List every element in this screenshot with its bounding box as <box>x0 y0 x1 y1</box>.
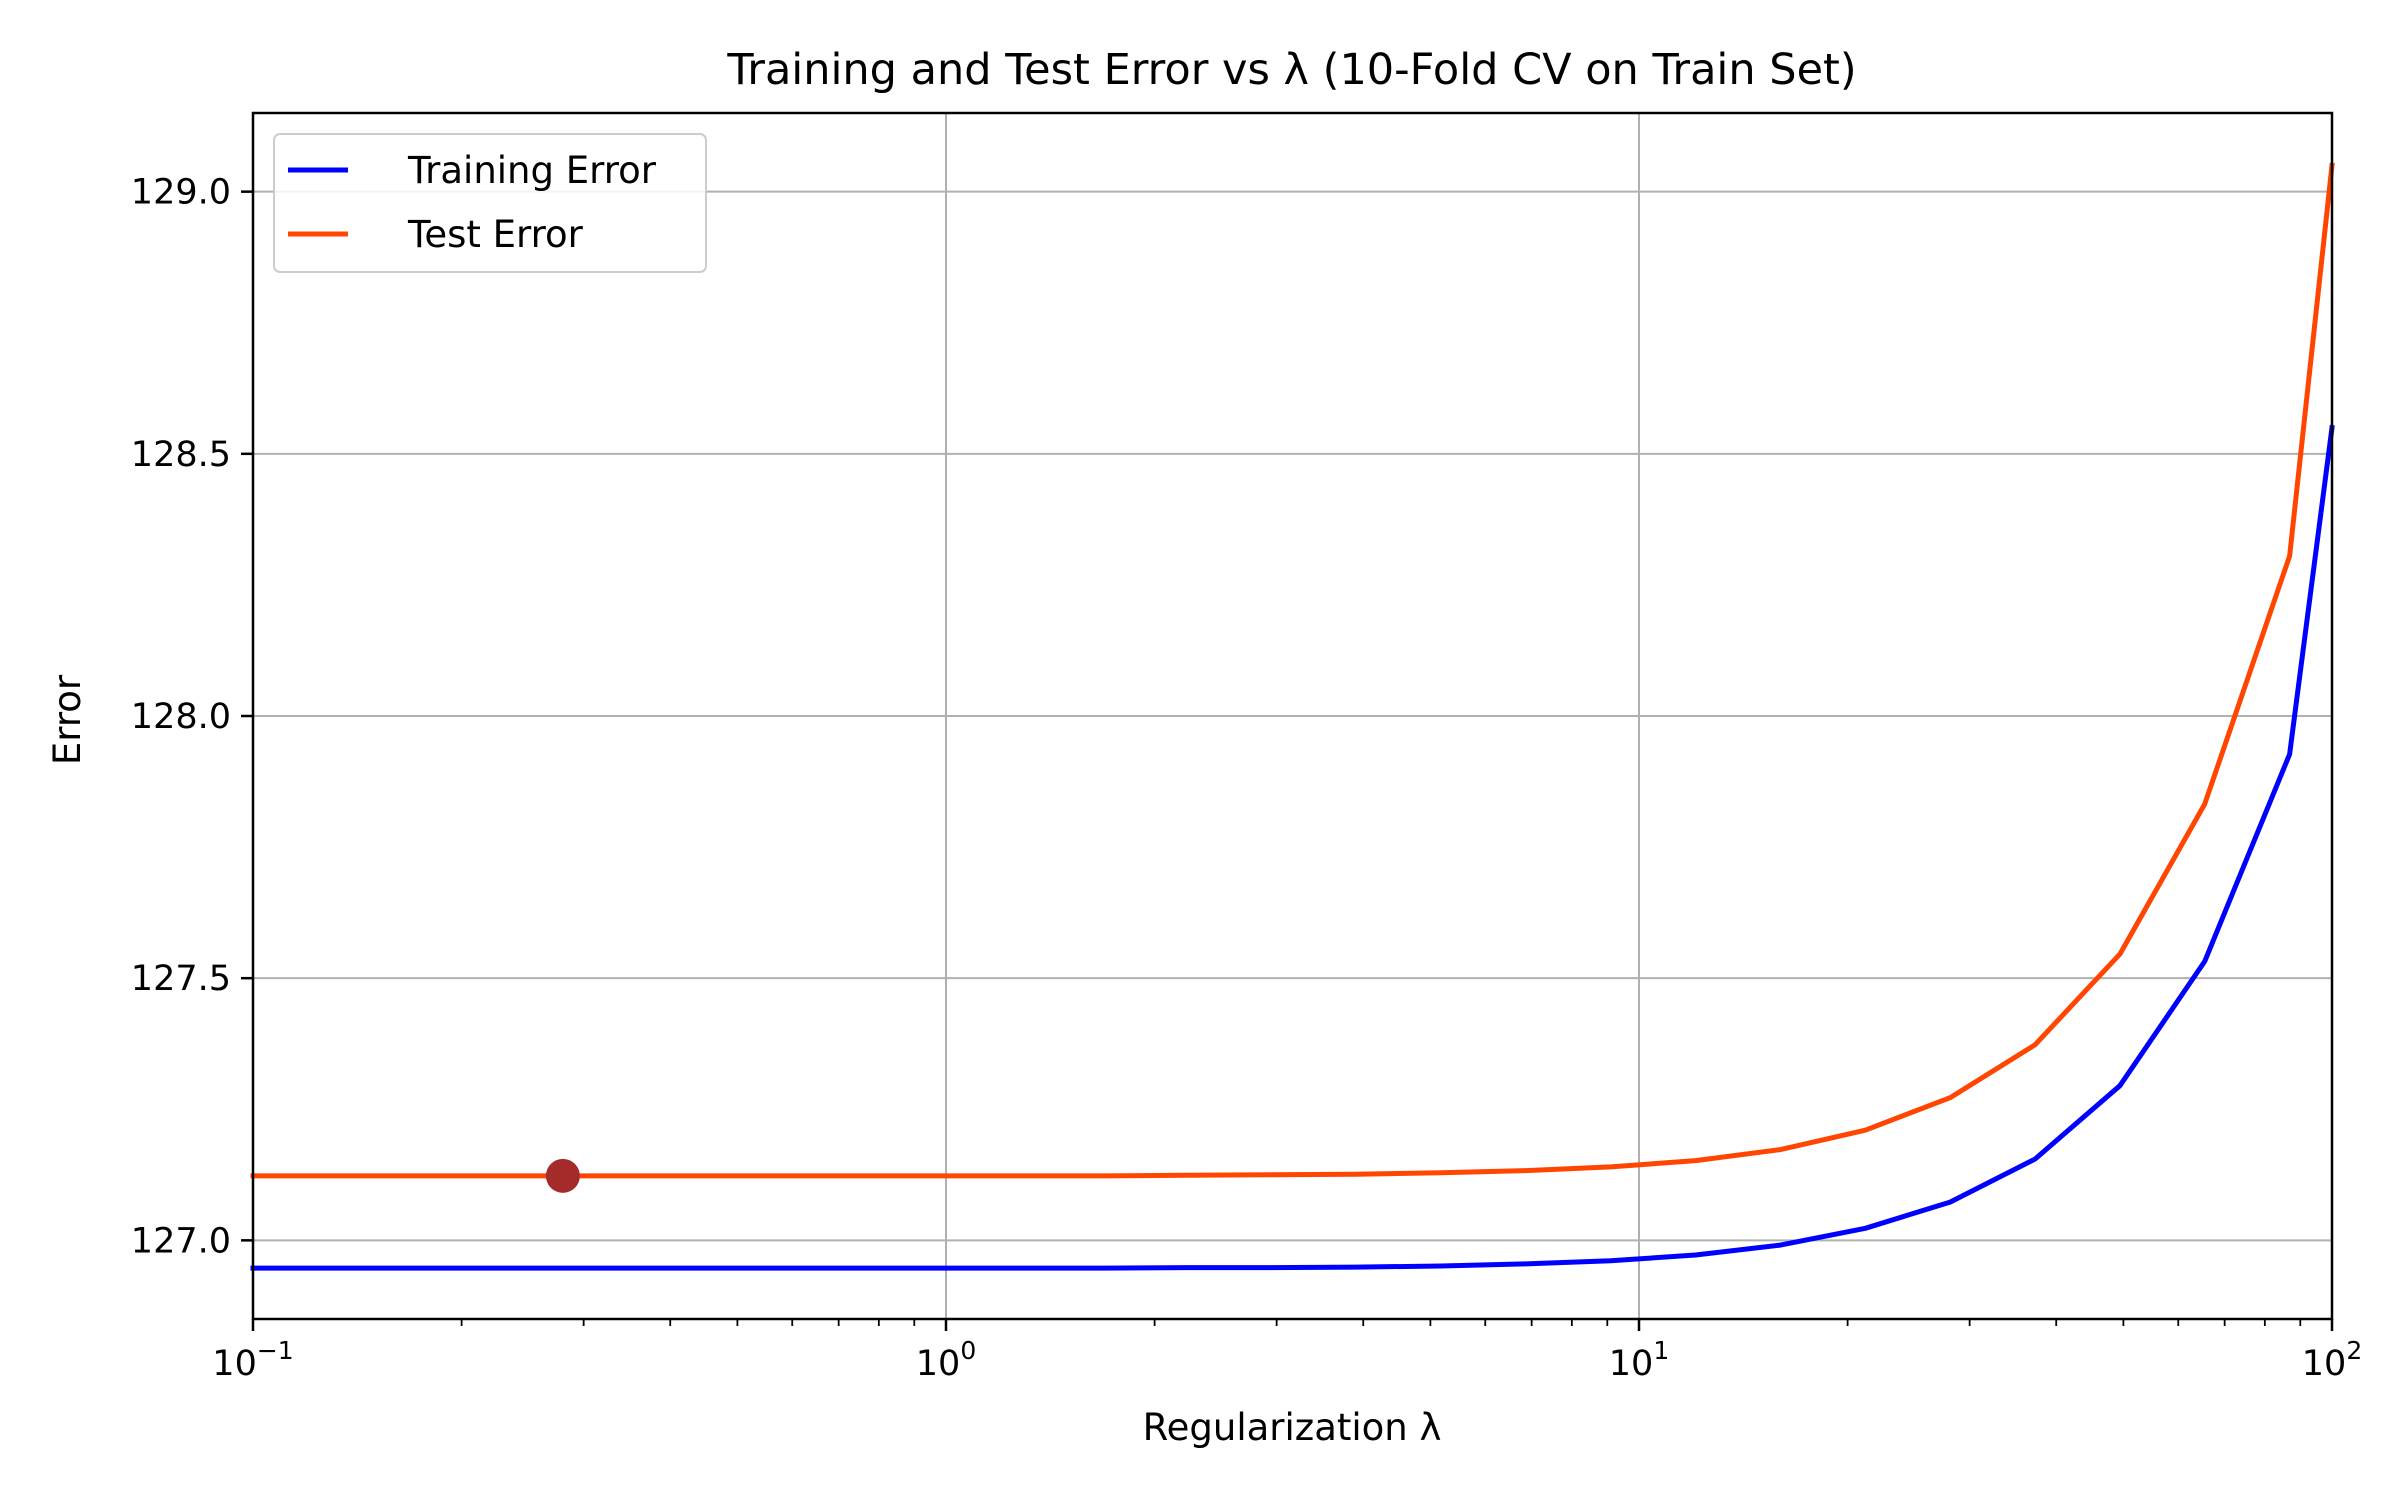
ticks: 10−1 100 101 102 127.0 127.5 128.0 128.5 129.0 <box>131 173 2362 1384</box>
series-line-test-error <box>250 162 2335 1179</box>
selected-lambda-point <box>545 1158 580 1193</box>
legend-label: Test Error <box>407 213 584 256</box>
x-tick-label: 100 <box>916 1336 976 1384</box>
x-axis-label: Regularization λ <box>1143 1406 1442 1449</box>
series-lines <box>250 162 2335 1271</box>
x-tick-label: 102 <box>2302 1336 2362 1384</box>
y-tick-label: 128.5 <box>131 435 231 475</box>
y-tick-label: 129.0 <box>131 173 231 213</box>
y-tick-label: 127.5 <box>131 959 231 999</box>
y-tick-label: 127.0 <box>131 1221 231 1261</box>
legend: Training Error Test Error <box>273 133 707 273</box>
y-axis-label: Error <box>46 674 89 765</box>
x-tick-label: 10−1 <box>212 1336 293 1384</box>
legend-label: Training Error <box>407 149 657 192</box>
x-tick-label: 101 <box>1609 1336 1669 1384</box>
chart-title: Training and Test Error vs λ (10-Fold CV… <box>726 45 1856 95</box>
y-tick-label: 128.0 <box>131 697 231 737</box>
series-line-training-error <box>250 424 2335 1271</box>
legend-box <box>273 133 707 273</box>
